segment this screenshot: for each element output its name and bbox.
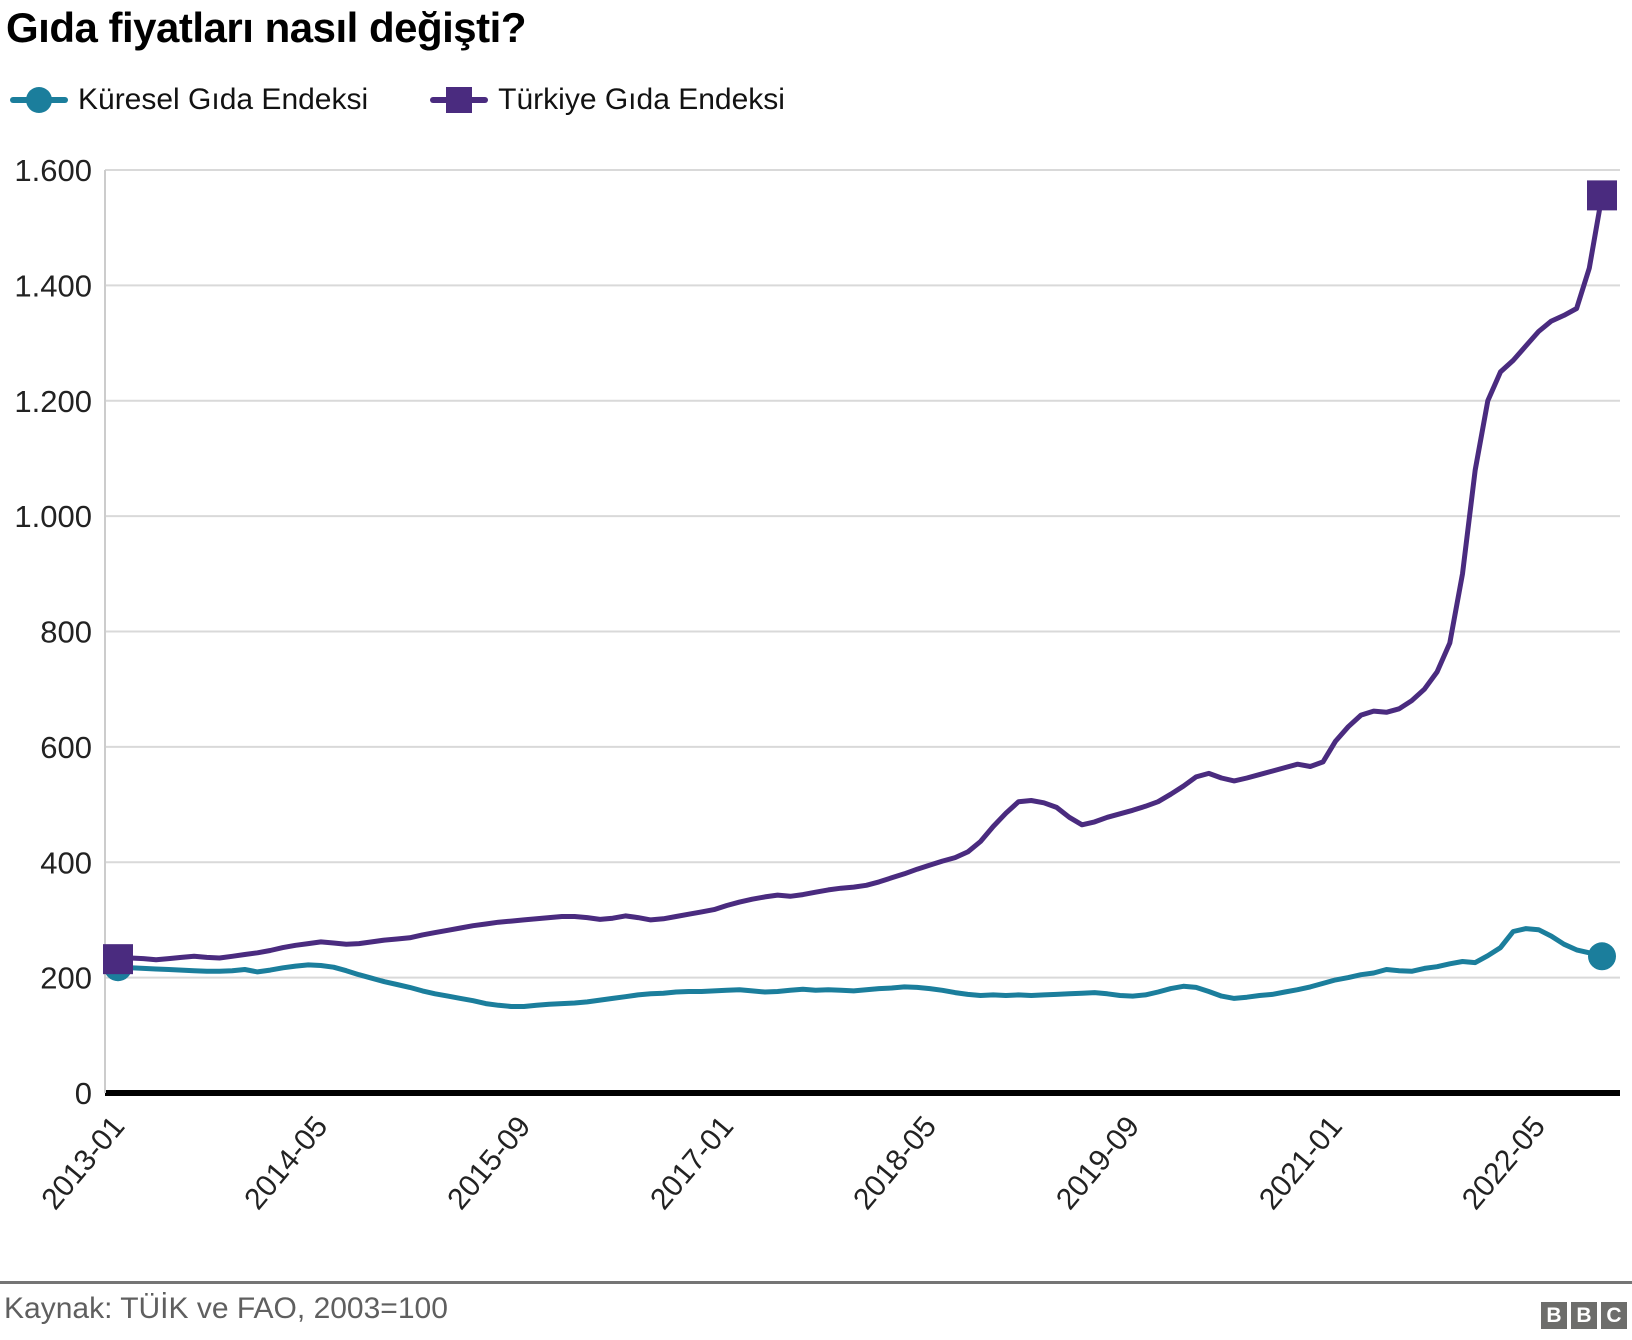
y-tick-label: 1.600 (14, 153, 92, 188)
bbc-logo-block: B (1541, 1302, 1567, 1329)
x-tick-label: 2015-09 (441, 1110, 537, 1216)
turkey-series-start-marker (103, 944, 133, 975)
y-tick-label: 1.400 (14, 268, 92, 303)
bbc-logo: B B C (1541, 1302, 1627, 1329)
turkey-series-line (115, 192, 1605, 963)
legend-label-turkey: Türkiye Gıda Endeksi (498, 83, 785, 116)
circle-marker-icon (26, 87, 52, 113)
legend-item-turkey: Türkiye Gıda Endeksi (430, 83, 785, 117)
x-tick-label: 2017-01 (644, 1110, 740, 1216)
y-tick-label: 0 (75, 1076, 92, 1111)
bbc-logo-block: B (1571, 1302, 1597, 1329)
x-tick-label: 2013-01 (35, 1110, 131, 1216)
legend-label-global: Küresel Gıda Endeksi (78, 83, 369, 116)
source-caption: Kaynak: TÜİK ve FAO, 2003=100 (4, 1292, 448, 1325)
x-tick-label: 2021-01 (1253, 1110, 1349, 1216)
global-series-marker-icon (10, 84, 68, 116)
y-tick-label: 200 (40, 961, 92, 996)
x-tick-label: 2019-09 (1050, 1110, 1146, 1216)
y-tick-label: 600 (40, 730, 92, 765)
x-tick-label: 2022-05 (1456, 1110, 1552, 1216)
y-tick-label: 1.000 (14, 499, 92, 534)
turkey-series-end-marker (1587, 180, 1617, 211)
footer-divider (0, 1281, 1632, 1284)
page-title: Gıda fiyatları nasıl değişti? (6, 4, 526, 51)
legend-item-global: Küresel Gıda Endeksi (10, 83, 368, 117)
y-tick-label: 1.200 (14, 384, 92, 419)
global-series-line (115, 926, 1605, 1009)
x-tick-label: 2018-05 (847, 1110, 943, 1216)
x-tick-label: 2014-05 (238, 1110, 334, 1216)
y-tick-label: 400 (40, 845, 92, 880)
square-marker-icon (446, 87, 473, 113)
y-tick-label: 800 (40, 615, 92, 650)
global-series-end-marker (1588, 942, 1616, 971)
bbc-logo-block: C (1601, 1302, 1627, 1329)
turkey-series-marker-icon (430, 84, 489, 116)
chart-legend: Küresel Gıda Endeksi Türkiye Gıda Endeks… (10, 83, 785, 117)
